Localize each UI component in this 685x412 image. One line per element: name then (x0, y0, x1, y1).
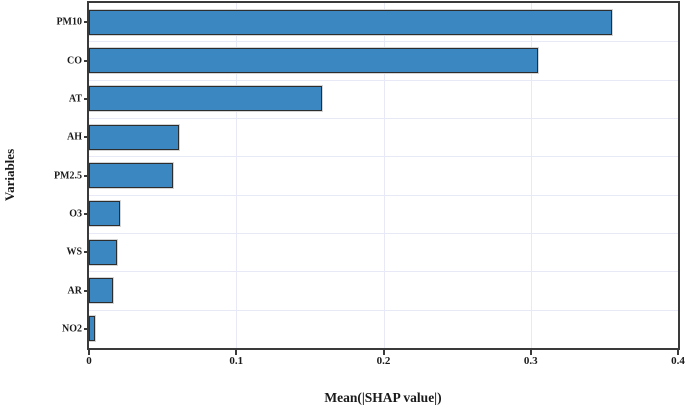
y-tick-mark (84, 136, 89, 139)
grid-line-vertical (383, 3, 385, 348)
y-tick-label: PM10 (56, 16, 82, 28)
bar-CO (89, 48, 539, 73)
plot-area (89, 3, 679, 348)
y-tick-mark (84, 59, 89, 62)
x-tick-label: 0 (86, 355, 92, 367)
x-axis-title: Mean(|SHAP value|) (324, 390, 442, 405)
y-tick-label: O3 (69, 208, 82, 220)
x-tick-label: 0.4 (671, 355, 685, 367)
x-tick-mark (382, 350, 385, 355)
x-tick-label: 0.2 (376, 355, 391, 367)
y-tick-label: CO (67, 55, 82, 66)
grid-line-vertical (236, 3, 238, 348)
grid-line-vertical (530, 3, 532, 348)
bar-NO2 (89, 316, 95, 342)
y-axis-title: Variables (2, 148, 17, 202)
bar-WS (89, 239, 117, 265)
y-tick-mark (84, 289, 89, 292)
y-tick-label: AR (67, 285, 82, 296)
bar-AH (89, 124, 179, 150)
y-tick-label: WS (66, 246, 82, 258)
bar-O3 (89, 201, 120, 227)
bar-AR (89, 278, 113, 303)
y-tick-mark (84, 174, 89, 177)
y-tick-label: AH (67, 131, 82, 143)
y-tick-mark (84, 21, 89, 24)
x-tick-label: 0.1 (229, 355, 244, 367)
bar-AT (89, 86, 322, 112)
y-tick-mark (84, 251, 89, 254)
x-tick-mark (88, 350, 90, 355)
x-tick-mark (677, 350, 679, 355)
bar-PM2.5 (89, 163, 173, 188)
y-tick-label: PM2.5 (53, 170, 82, 181)
y-tick-mark (84, 212, 89, 215)
x-tick-label: 0.3 (523, 355, 538, 367)
y-tick-label: NO2 (62, 323, 82, 335)
grid-line-vertical (678, 3, 679, 348)
y-tick-label: AT (68, 93, 82, 105)
x-tick-mark (235, 350, 238, 355)
bar-PM10 (89, 9, 612, 35)
x-tick-mark (529, 350, 532, 355)
y-tick-mark (84, 327, 89, 330)
y-tick-mark (84, 97, 89, 100)
